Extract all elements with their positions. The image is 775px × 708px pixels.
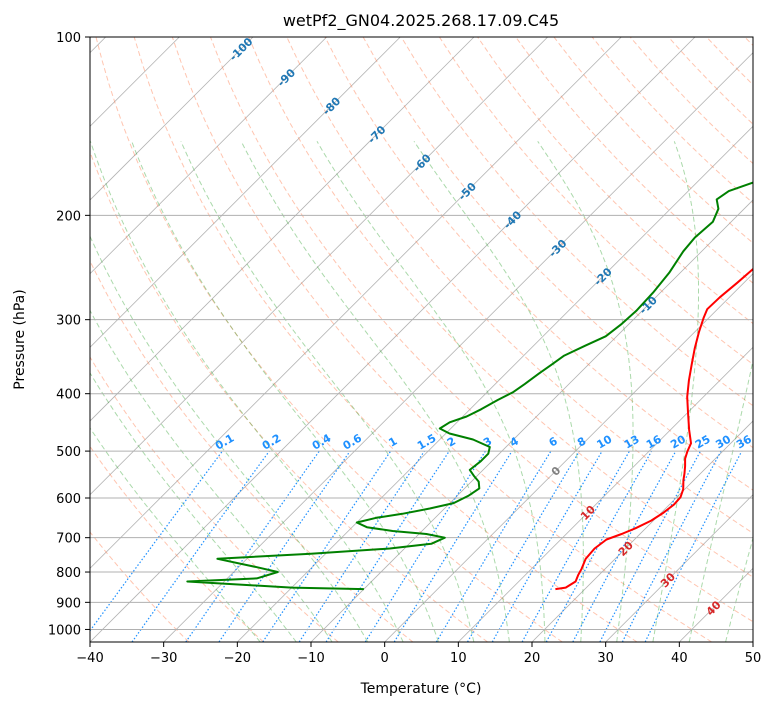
dry-adiabat-line [400, 37, 753, 407]
isotherm-line [90, 37, 401, 348]
mixing-ratio-line [644, 450, 743, 642]
y-tick-label: 100 [56, 31, 81, 46]
y-tick-label: 800 [56, 566, 81, 581]
x-tick-label: 30 [597, 651, 614, 666]
x-tick-label: −10 [297, 651, 324, 666]
isotherm-line [90, 37, 548, 496]
y-tick-label: 500 [56, 445, 81, 460]
y-tick-label: 200 [56, 209, 81, 224]
chart-title: wetPf2_GN04.2025.268.17.09.C45 [283, 11, 559, 31]
mixing-ratio-line [435, 450, 552, 642]
isotherm-line [90, 37, 327, 275]
isotherm-line [90, 37, 696, 642]
x-tick-label: 20 [524, 651, 541, 666]
y-tick-label: 300 [56, 314, 81, 329]
x-tick-label: −40 [76, 651, 103, 666]
mixing-ratio-line [599, 450, 702, 642]
isotherm-line [310, 199, 753, 642]
y-axis-ticks: 100 200 300 400 500 600 700 800 900 1000 [48, 31, 90, 638]
isotherm-line [384, 273, 753, 642]
y-tick-label: 1000 [48, 623, 81, 638]
isotherm-line [531, 420, 753, 642]
dry-adiabat-line [90, 531, 190, 642]
plot-area [90, 37, 753, 642]
x-axis-title: Temperature (°C) [360, 681, 482, 697]
dry-adiabat-line [210, 37, 753, 623]
mixing-ratio-line [545, 450, 653, 642]
isotherm-line [90, 37, 622, 569]
dry-adiabat-line [95, 37, 563, 642]
dry-adiabat-line [90, 356, 339, 642]
dry-adiabat-line [171, 37, 712, 642]
x-tick-label: −20 [224, 651, 251, 666]
isotherm-line [90, 37, 254, 201]
dry-adiabat-line [324, 37, 753, 491]
dry-adiabat-line [515, 37, 753, 284]
x-tick-label: 0 [381, 651, 389, 666]
dry-adiabat-line [90, 445, 264, 642]
dry-adiabat-line [438, 37, 753, 366]
x-tick-label: 40 [671, 651, 688, 666]
isotherm-line [752, 641, 753, 642]
x-tick-label: −30 [150, 651, 177, 666]
isotherm-line [605, 494, 753, 642]
pressure-grid [90, 37, 753, 630]
mixing-ratio-line [393, 450, 513, 642]
mixing-ratio-line [325, 450, 450, 642]
y-tick-label: 700 [56, 532, 81, 547]
y-axis-title: Pressure (hPa) [12, 289, 28, 389]
dry-adiabat-line [90, 259, 414, 642]
dry-adiabat-line [133, 37, 638, 642]
y-tick-label: 600 [56, 492, 81, 507]
temperature-line [555, 267, 753, 591]
isotherm-line [90, 37, 475, 422]
x-tick-label: 10 [450, 651, 467, 666]
y-tick-label: 900 [56, 596, 81, 611]
mixing-ratio-line [364, 450, 486, 642]
mixing-ratio-line [131, 450, 270, 642]
isotherm-line [458, 346, 753, 642]
isotherm-line [163, 52, 753, 642]
dry-adiabat-line [90, 150, 488, 642]
mixing-ratio-line [90, 450, 223, 632]
mixing-ratio-line [262, 450, 392, 642]
mixing-ratio-line [218, 450, 351, 642]
dry-adiabat-line [248, 37, 753, 578]
mixing-ratio-line [298, 450, 425, 642]
mixing-ratio-line [621, 450, 722, 642]
x-tick-label: 50 [745, 651, 762, 666]
isotherm-line [237, 125, 753, 642]
y-tick-label: 400 [56, 388, 81, 403]
mixing-ratio-line [521, 450, 631, 642]
x-axis-ticks: −40 −30 −20 −10 0 10 20 30 40 50 [76, 642, 761, 666]
plot-frame [89, 36, 754, 643]
mixing-ratio-line [572, 450, 677, 642]
